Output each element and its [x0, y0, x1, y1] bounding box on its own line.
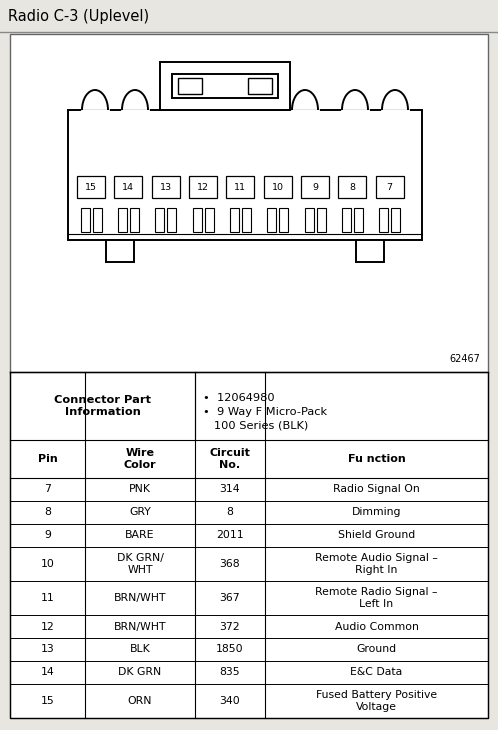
Text: 10: 10 — [40, 558, 54, 569]
Text: 372: 372 — [220, 621, 241, 631]
Text: 8: 8 — [227, 507, 234, 518]
Text: 13: 13 — [41, 645, 54, 654]
Text: BLK: BLK — [129, 645, 150, 654]
Text: Radio C-3 (Uplevel): Radio C-3 (Uplevel) — [8, 9, 149, 23]
Bar — [354, 208, 363, 232]
Text: BARE: BARE — [125, 530, 155, 540]
Text: ORN: ORN — [128, 696, 152, 706]
Bar — [205, 208, 214, 232]
Text: 7: 7 — [44, 485, 51, 494]
Bar — [81, 208, 90, 232]
Text: 9: 9 — [312, 182, 318, 191]
Bar — [130, 208, 139, 232]
Text: 15: 15 — [85, 182, 97, 191]
Text: Fused Battery Positive
Voltage: Fused Battery Positive Voltage — [316, 690, 437, 712]
Text: 11: 11 — [235, 182, 247, 191]
Text: BRN/WHT: BRN/WHT — [114, 593, 166, 603]
Text: 314: 314 — [220, 485, 241, 494]
Bar — [338, 176, 367, 198]
Text: GRY: GRY — [129, 507, 151, 518]
Bar — [375, 176, 404, 198]
Bar — [115, 176, 142, 198]
Text: 368: 368 — [220, 558, 241, 569]
Text: 13: 13 — [159, 182, 172, 191]
Text: Circuit
No.: Circuit No. — [210, 448, 250, 470]
Bar — [172, 74, 278, 98]
Text: 62467: 62467 — [449, 354, 480, 364]
Text: Shield Ground: Shield Ground — [338, 530, 415, 540]
Bar — [155, 208, 164, 232]
Text: 1850: 1850 — [216, 645, 244, 654]
Text: Dimming: Dimming — [352, 507, 401, 518]
Bar — [118, 208, 127, 232]
Text: 14: 14 — [123, 182, 134, 191]
Bar — [106, 240, 134, 262]
Bar — [226, 176, 254, 198]
Text: 367: 367 — [220, 593, 241, 603]
Bar — [263, 176, 292, 198]
Text: 835: 835 — [220, 667, 241, 677]
Bar — [230, 208, 239, 232]
Bar — [160, 62, 290, 110]
Text: 7: 7 — [386, 182, 392, 191]
Bar — [356, 240, 384, 262]
Bar — [242, 208, 251, 232]
Bar — [342, 208, 351, 232]
Text: Fu nction: Fu nction — [348, 454, 405, 464]
Text: •  12064980: • 12064980 — [203, 393, 274, 403]
Text: Remote Radio Signal –
Left In: Remote Radio Signal – Left In — [315, 587, 438, 609]
Bar — [0, 0, 498, 32]
Text: 8: 8 — [44, 507, 51, 518]
Text: 12: 12 — [197, 182, 209, 191]
Bar — [279, 208, 288, 232]
Text: •  9 Way F Micro-Pack: • 9 Way F Micro-Pack — [203, 407, 327, 417]
Bar — [68, 110, 422, 240]
Text: 11: 11 — [41, 593, 54, 603]
Text: 14: 14 — [41, 667, 54, 677]
Text: 15: 15 — [41, 696, 54, 706]
Bar — [193, 208, 202, 232]
Text: PNK: PNK — [129, 485, 151, 494]
Text: Wire
Color: Wire Color — [124, 448, 156, 470]
Bar — [304, 208, 314, 232]
Bar — [77, 176, 105, 198]
Text: Pin: Pin — [38, 454, 57, 464]
Text: DK GRN: DK GRN — [119, 667, 162, 677]
Bar — [391, 208, 400, 232]
Text: 2011: 2011 — [216, 530, 244, 540]
Text: 8: 8 — [349, 182, 356, 191]
Text: 100 Series (BLK): 100 Series (BLK) — [203, 421, 308, 431]
Text: 340: 340 — [220, 696, 241, 706]
Text: 12: 12 — [41, 621, 54, 631]
Bar — [379, 208, 388, 232]
Text: Ground: Ground — [357, 645, 396, 654]
Bar — [189, 176, 217, 198]
Text: Audio Common: Audio Common — [335, 621, 418, 631]
Text: BRN/WHT: BRN/WHT — [114, 621, 166, 631]
Bar — [317, 208, 326, 232]
Bar — [267, 208, 276, 232]
Text: DK GRN/
WHT: DK GRN/ WHT — [117, 553, 163, 575]
Bar — [248, 78, 272, 94]
Text: 10: 10 — [272, 182, 284, 191]
Text: Radio Signal On: Radio Signal On — [333, 485, 420, 494]
Text: E&C Data: E&C Data — [351, 667, 402, 677]
Bar — [178, 78, 202, 94]
Bar — [93, 208, 102, 232]
Bar — [152, 176, 180, 198]
Bar — [167, 208, 176, 232]
Text: Remote Audio Signal –
Right In: Remote Audio Signal – Right In — [315, 553, 438, 575]
Bar — [301, 176, 329, 198]
Text: 9: 9 — [44, 530, 51, 540]
Text: Connector Part
Information: Connector Part Information — [54, 395, 151, 417]
